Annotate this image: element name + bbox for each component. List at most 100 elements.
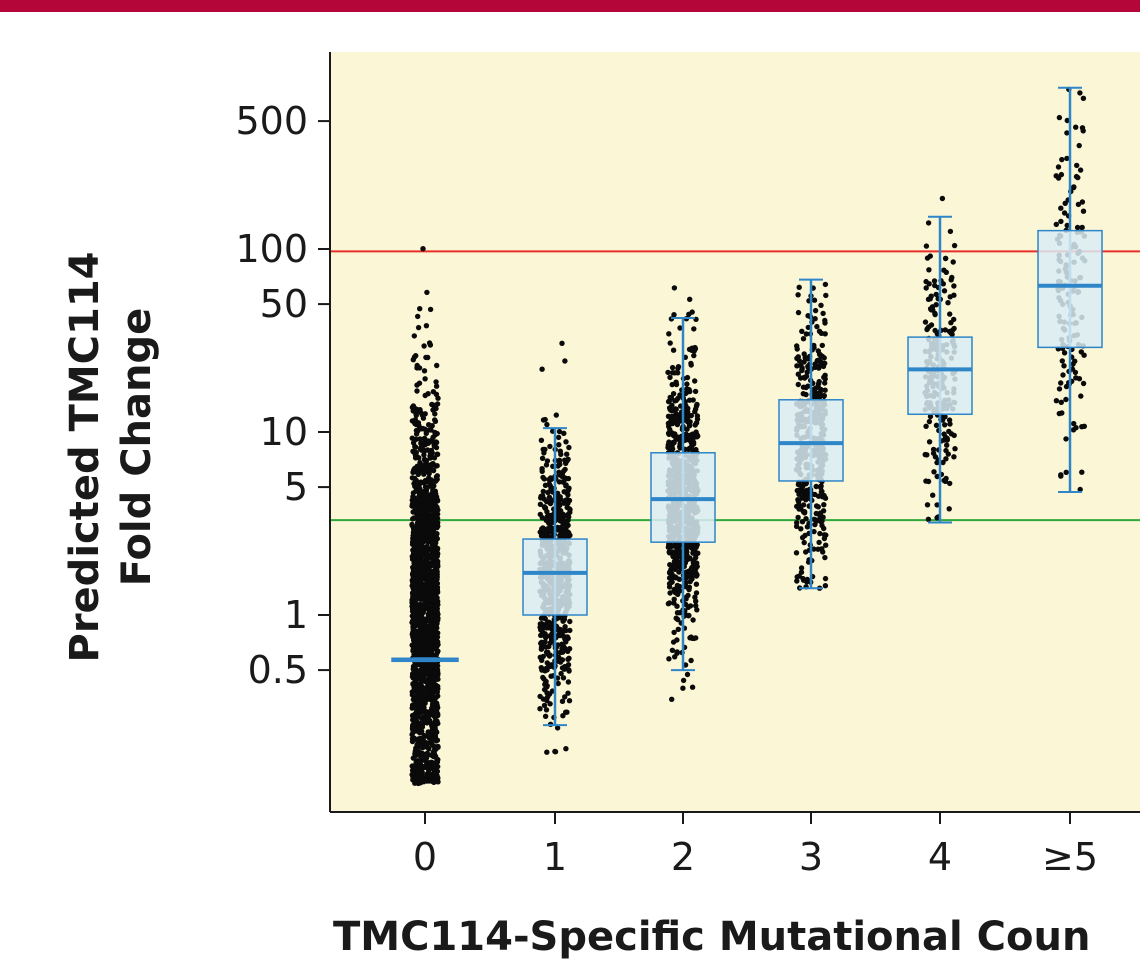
data-point (815, 504, 821, 510)
data-point (951, 283, 957, 289)
data-point (420, 706, 426, 713)
data-point (666, 398, 672, 404)
data-point (538, 644, 545, 651)
data-point (567, 509, 573, 516)
data-point (1060, 372, 1066, 378)
data-point (822, 380, 828, 386)
data-point (420, 530, 427, 536)
data-point (674, 637, 680, 643)
data-point (798, 569, 805, 575)
data-point (416, 482, 422, 489)
data-point (687, 436, 693, 443)
data-point (423, 513, 429, 519)
data-point (677, 325, 683, 331)
data-point (426, 664, 432, 670)
data-point (409, 608, 416, 614)
data-point (423, 560, 429, 567)
data-point (947, 421, 953, 427)
data-point (560, 675, 567, 681)
data-point (538, 437, 545, 443)
data-point (422, 599, 428, 606)
data-point (674, 582, 681, 589)
data-point (818, 302, 824, 308)
box-iqr (1037, 229, 1103, 349)
data-point (819, 353, 825, 359)
data-point (542, 482, 549, 488)
data-point (538, 493, 544, 499)
data-point (668, 579, 674, 586)
data-point (667, 419, 673, 425)
data-point (426, 589, 433, 595)
data-point (430, 614, 436, 620)
data-point (674, 650, 680, 656)
data-point (413, 427, 420, 434)
data-point (537, 706, 543, 712)
data-point (803, 549, 809, 555)
data-point (667, 426, 673, 433)
data-point (923, 423, 929, 429)
data-point (417, 780, 424, 786)
data-point (412, 599, 418, 606)
data-point (796, 358, 803, 364)
box-group-3 (778, 278, 844, 590)
data-point (430, 764, 437, 771)
y-tick-label: 1 (284, 593, 308, 637)
data-point (685, 414, 691, 421)
data-point (412, 444, 419, 450)
data-point (671, 543, 677, 549)
data-point (822, 281, 829, 288)
data-point (409, 578, 416, 585)
data-point (797, 375, 804, 381)
data-point (434, 759, 441, 765)
data-point (558, 615, 564, 621)
data-point (558, 670, 564, 677)
data-point (411, 775, 417, 781)
data-point (566, 655, 572, 661)
data-point (811, 546, 817, 552)
data-point (562, 694, 568, 700)
data-point (416, 523, 423, 529)
data-point (669, 364, 676, 371)
data-point (822, 554, 828, 561)
data-point (540, 474, 546, 481)
data-point (415, 649, 421, 655)
data-point (1072, 358, 1078, 364)
data-point (948, 320, 954, 326)
data-point (1064, 155, 1070, 162)
data-point (930, 446, 937, 453)
data-point (794, 574, 800, 580)
data-point (415, 708, 422, 714)
data-point (822, 317, 828, 324)
data-point (547, 482, 553, 489)
data-point (1053, 173, 1059, 179)
data-point (414, 388, 420, 394)
data-point (411, 333, 417, 339)
data-point (794, 578, 800, 584)
data-point (423, 457, 430, 464)
data-point (798, 526, 804, 532)
data-point (1061, 210, 1068, 216)
data-point (694, 607, 700, 613)
data-point (434, 689, 440, 695)
data-point (425, 745, 432, 751)
data-point (951, 242, 958, 249)
data-point (547, 443, 553, 450)
data-point (410, 526, 417, 532)
data-point (812, 521, 818, 528)
data-point (409, 738, 416, 745)
data-point (928, 322, 935, 328)
data-point (417, 459, 423, 466)
data-point (565, 690, 571, 696)
data-point (941, 477, 947, 484)
data-point (675, 626, 681, 632)
data-point (555, 434, 562, 441)
data-point (411, 449, 417, 455)
data-point (434, 463, 440, 469)
data-point (689, 309, 695, 315)
box-iqr (907, 336, 973, 416)
data-point (671, 285, 678, 291)
data-point (816, 365, 822, 371)
data-point (680, 685, 686, 691)
data-point (667, 590, 673, 596)
data-point (1058, 205, 1064, 211)
